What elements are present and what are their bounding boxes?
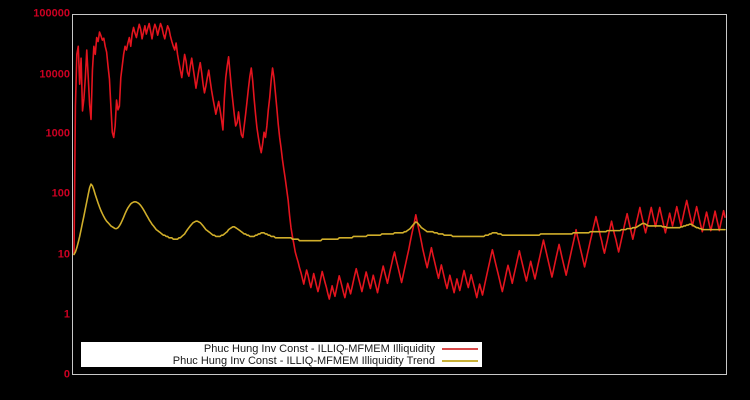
y-tick-label: 10000 — [39, 68, 70, 81]
series-line-illiquidity — [73, 22, 726, 300]
legend-label: Phuc Hung Inv Const - ILLIQ-MFMEM Illiqu… — [203, 342, 435, 355]
y-tick-label: 0 — [63, 368, 70, 381]
plot-area — [72, 14, 727, 375]
y-tick-label: 1 — [63, 308, 70, 321]
series-canvas — [73, 22, 726, 300]
y-tick-label: 100000 — [33, 7, 70, 20]
y-tick-label: 1000 — [45, 127, 70, 140]
legend-item-illiquidity-trend[interactable]: Phuc Hung Inv Const - ILLIQ-MFMEM Illiqu… — [81, 355, 482, 367]
series-line-illiquidity-trend — [73, 183, 726, 256]
legend-item-illiquidity[interactable]: Phuc Hung Inv Const - ILLIQ-MFMEM Illiqu… — [81, 343, 482, 355]
legend-label: Phuc Hung Inv Const - ILLIQ-MFMEM Illiqu… — [172, 354, 435, 367]
y-tick-label: 10 — [57, 248, 70, 261]
y-tick-label: 100 — [51, 187, 70, 200]
legend-color-swatch-red — [442, 347, 478, 350]
legend: Phuc Hung Inv Const - ILLIQ-MFMEM Illiqu… — [80, 341, 483, 368]
legend-color-swatch-gold — [442, 359, 478, 362]
y-axis: 100000 10000 1000 100 10 1 0 — [0, 0, 70, 400]
